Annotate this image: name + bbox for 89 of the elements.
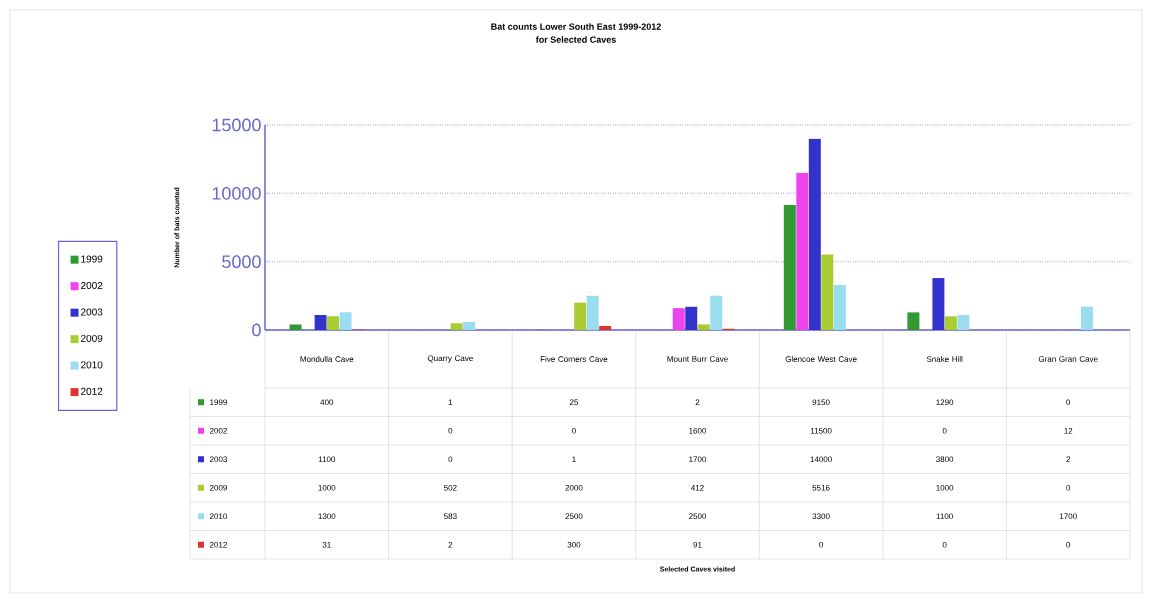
data-label: 2 xyxy=(448,541,453,548)
legend-label: 2009 xyxy=(209,484,227,491)
x-tick-label: Mondulla Cave xyxy=(300,356,354,362)
bar xyxy=(944,316,957,330)
bar xyxy=(710,295,723,330)
data-label: 1700 xyxy=(1059,513,1077,520)
data-label: 583 xyxy=(444,513,457,520)
data-label: 1300 xyxy=(318,513,336,520)
data-label: 1100 xyxy=(936,513,953,520)
text: 1999 xyxy=(81,255,103,263)
bar xyxy=(314,314,327,330)
bar xyxy=(957,314,970,330)
data-label: 5516 xyxy=(812,484,830,491)
data-label: 1100 xyxy=(318,456,336,463)
legend-label: 1999 xyxy=(210,399,227,406)
bar xyxy=(907,312,920,330)
data-label: 1 xyxy=(448,399,453,405)
data-label: 12 xyxy=(1064,427,1073,434)
bar xyxy=(327,316,340,330)
text: 2012 xyxy=(81,387,103,395)
data-label: 0 xyxy=(448,456,453,463)
data-label: 0 xyxy=(942,541,947,548)
data-label: 11500 xyxy=(810,427,832,434)
bar xyxy=(450,323,463,330)
data-label: 0 xyxy=(572,427,576,434)
x-tick-label: Quarry Cave xyxy=(427,355,473,363)
data-label: 400 xyxy=(320,399,334,406)
data-label: 0 xyxy=(942,427,947,434)
x-tick-label: Gran Gran Cave xyxy=(1038,356,1098,362)
bar xyxy=(783,204,796,330)
data-label: 0 xyxy=(1066,484,1071,491)
data-label: 2500 xyxy=(689,513,707,520)
legend-label: 2012 xyxy=(209,541,227,548)
data-label: 31 xyxy=(322,541,331,548)
bar xyxy=(599,325,612,330)
data-label: 0 xyxy=(819,541,823,548)
bar xyxy=(833,284,846,330)
legend-label: 2003 xyxy=(209,456,227,463)
data-label: 0 xyxy=(1066,541,1071,548)
x-tick-label: Five Corners Cave xyxy=(540,356,608,362)
data-label: 0 xyxy=(1066,399,1071,406)
data-label: 1000 xyxy=(936,484,954,491)
data-label: 25 xyxy=(569,399,579,406)
data-label: 412 xyxy=(691,484,704,491)
data-label: 502 xyxy=(444,484,457,491)
bar xyxy=(586,295,599,330)
data-label: 300 xyxy=(567,541,581,548)
data-label: 3300 xyxy=(812,513,830,520)
bar xyxy=(574,302,587,330)
text: 2002 xyxy=(81,281,103,290)
data-label: 0 xyxy=(448,427,453,434)
bar xyxy=(685,306,698,330)
bar xyxy=(463,322,476,330)
bar xyxy=(821,254,834,330)
data-label: 1600 xyxy=(689,427,707,434)
bar xyxy=(932,278,945,330)
data-label: 9150 xyxy=(812,399,830,406)
bar xyxy=(339,312,352,330)
bar xyxy=(1080,306,1093,330)
text: 2010 xyxy=(81,361,103,369)
bar xyxy=(672,308,685,330)
y-tick-label: 0 xyxy=(252,323,261,337)
chart-title: Bat counts Lower South East 1999-2012 xyxy=(491,23,661,30)
data-label: 2500 xyxy=(565,513,583,520)
legend-label: 2002 xyxy=(209,427,227,434)
bar xyxy=(796,172,809,330)
x-tick-label: Snake Hill xyxy=(926,356,963,362)
y-tick-label: 5000 xyxy=(222,255,261,269)
text: 2009 xyxy=(81,334,103,342)
data-label: 14000 xyxy=(810,456,832,463)
bar xyxy=(289,324,302,330)
legend-label: 2010 xyxy=(209,513,228,520)
data-label: 3800 xyxy=(936,456,954,463)
data-label: 1 xyxy=(572,456,576,462)
data-label: 1290 xyxy=(936,399,954,406)
bar xyxy=(808,138,821,330)
y-tick-label: 10000 xyxy=(212,186,261,200)
data-label: 2 xyxy=(695,399,700,406)
x-tick-label: Mount Burr Cave xyxy=(667,356,728,362)
data-label: 2000 xyxy=(565,484,583,491)
data-label: 2 xyxy=(1066,456,1071,463)
text: 2003 xyxy=(81,308,103,316)
bar xyxy=(697,324,710,330)
x-tick-label: Glencoe West Cave xyxy=(785,356,857,362)
chart-subtitle: for Selected Caves xyxy=(535,36,616,43)
data-label: 1700 xyxy=(689,456,707,463)
data-label: 1000 xyxy=(318,484,336,491)
y-tick-label: 15000 xyxy=(212,118,261,132)
data-label: 91 xyxy=(693,541,702,548)
